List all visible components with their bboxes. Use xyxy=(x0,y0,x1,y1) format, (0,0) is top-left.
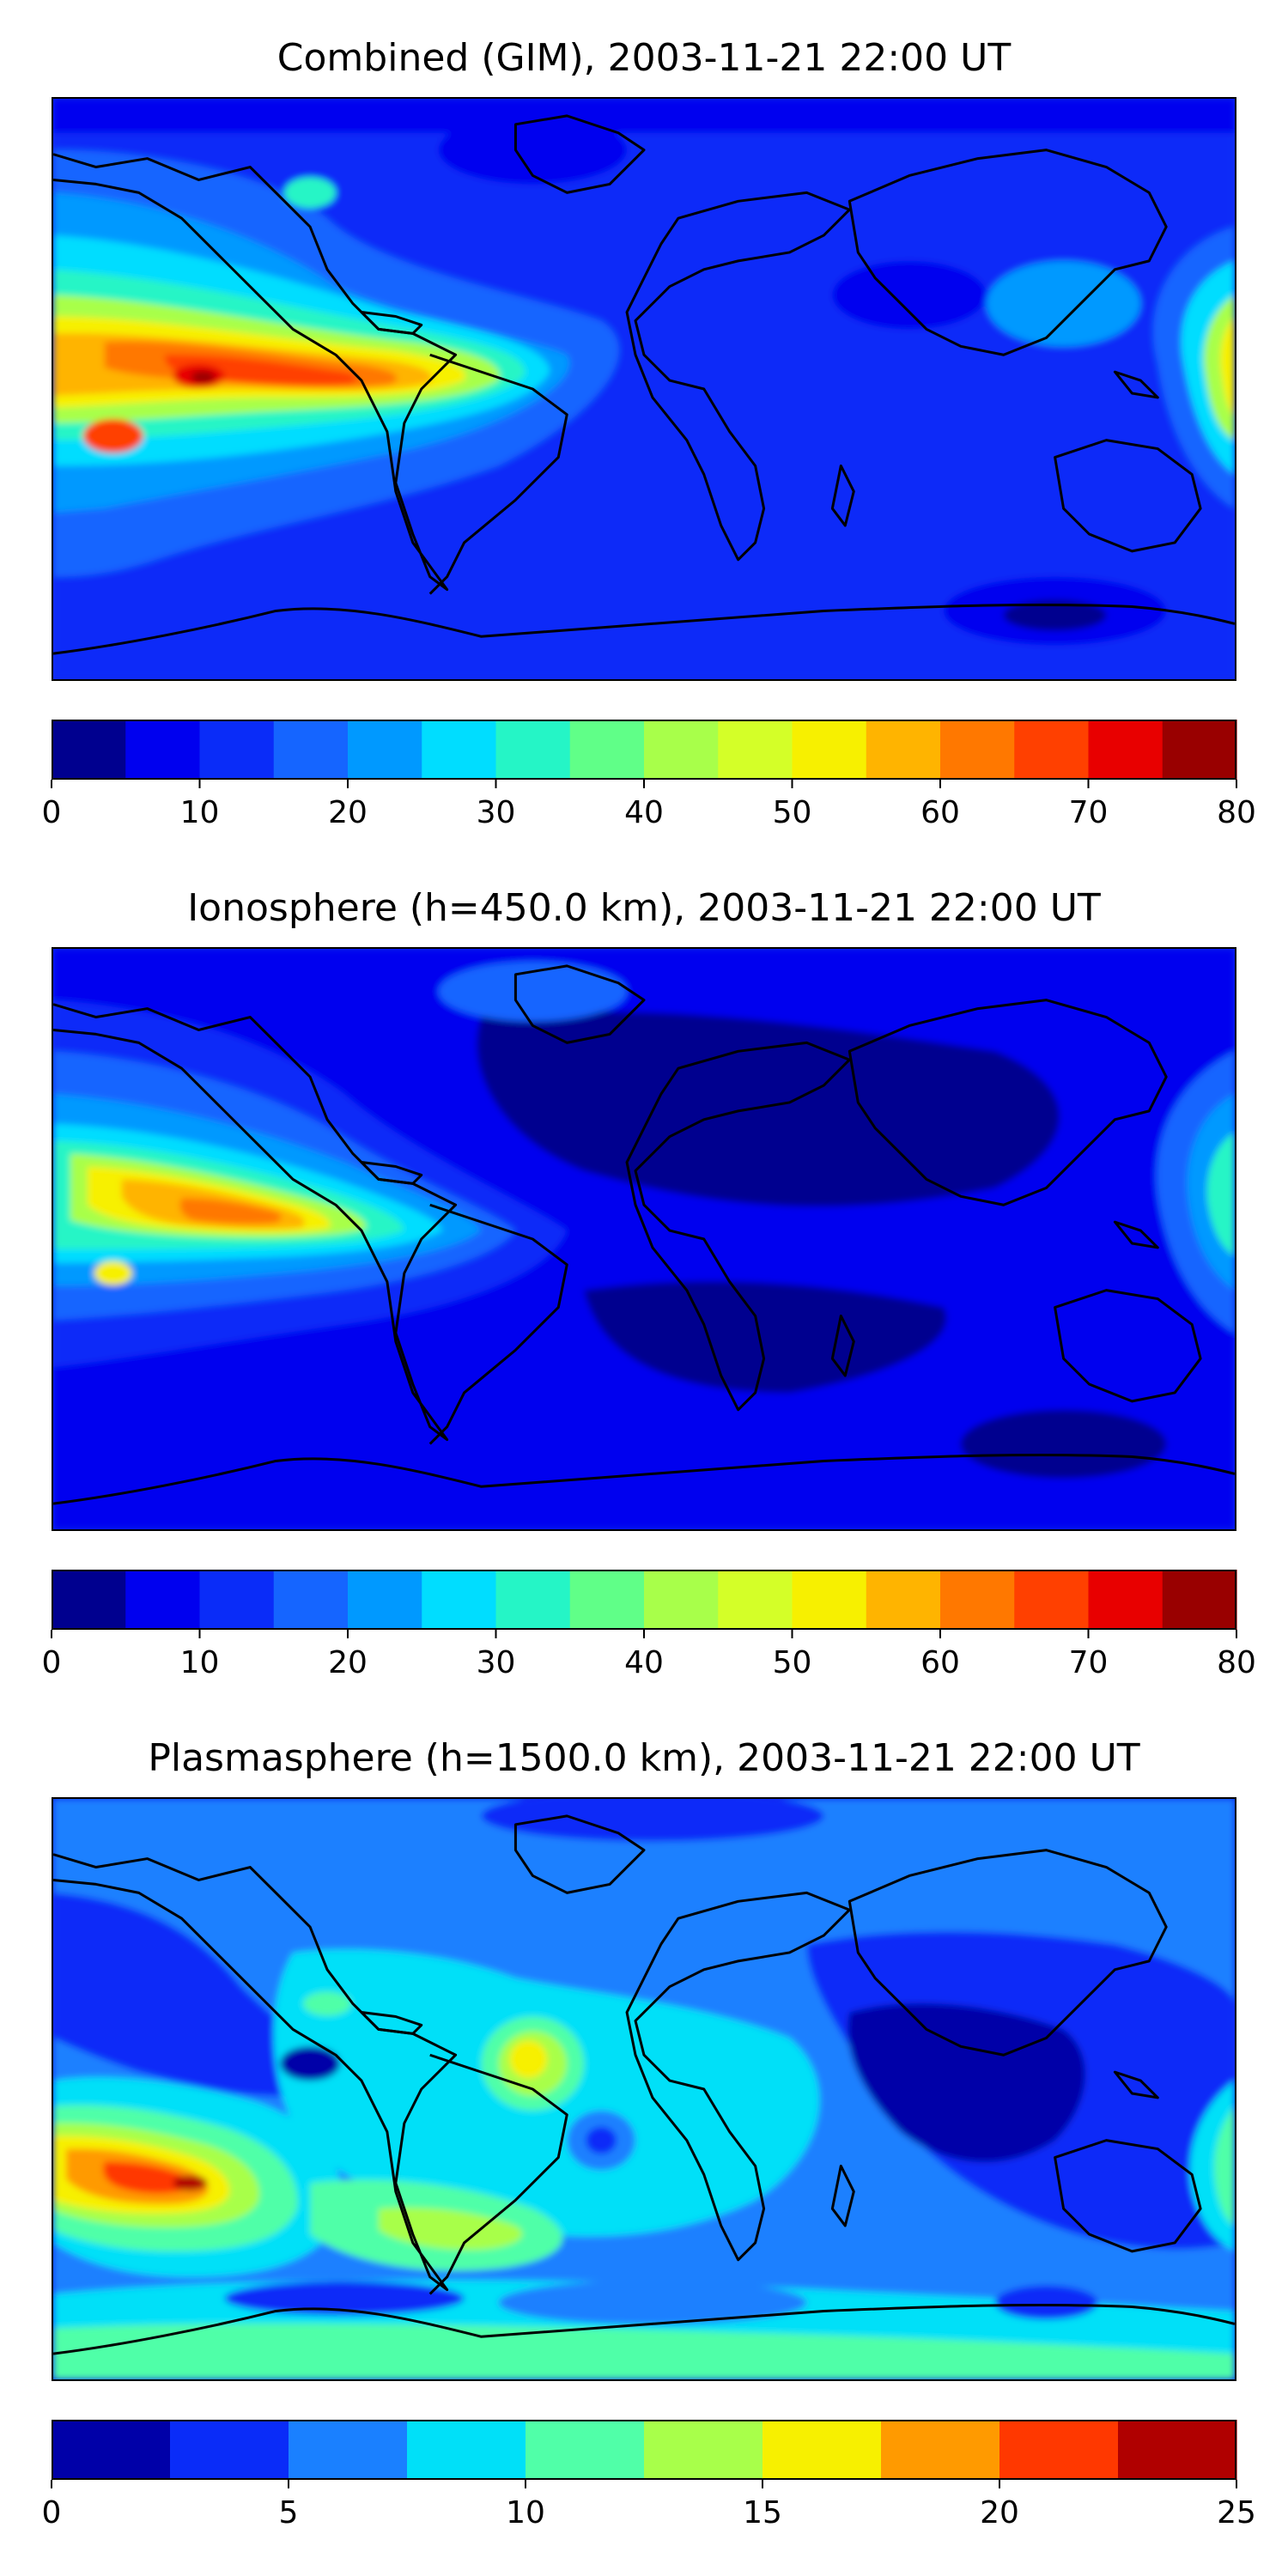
panel-3-contour-field xyxy=(53,1799,1235,2379)
colorbar-border xyxy=(52,720,1236,780)
panel-1-colorbar-svg: 0 10 20 30 40 50 60 70 80 xyxy=(42,720,1256,830)
colorbar-segment xyxy=(644,720,719,780)
colorbar-segment xyxy=(273,720,349,780)
colorbar-segment xyxy=(125,720,201,780)
colorbar-segment xyxy=(762,2420,882,2480)
coastlines xyxy=(53,114,1235,655)
colorbar-segment xyxy=(569,720,645,780)
colorbar-segment xyxy=(718,1570,793,1630)
coastlines xyxy=(53,964,1235,1505)
colorbar-tick-label: 20 xyxy=(980,2495,1019,2530)
colorbar-segment xyxy=(792,1570,867,1630)
panel-1-colorbar: 0 10 20 30 40 50 60 70 80 xyxy=(42,720,1256,830)
colorbar-tick-label: 50 xyxy=(773,795,812,830)
colorbar-tick-label: 0 xyxy=(42,795,62,830)
colorbar-segment xyxy=(407,2420,526,2480)
colorbar-segment xyxy=(52,2420,171,2480)
colorbar-segment xyxy=(1088,720,1163,780)
coastlines xyxy=(53,1814,1235,2355)
colorbar-segment xyxy=(422,1570,497,1630)
panel-2-colorbar: 0 10 20 30 40 50 60 70 80 xyxy=(42,1570,1256,1680)
colorbar-segment xyxy=(940,720,1015,780)
colorbar-segment xyxy=(999,2420,1119,2480)
colorbar-segment xyxy=(199,1570,275,1630)
colorbar-segment xyxy=(1162,720,1237,780)
colorbar-tick-label: 60 xyxy=(920,795,960,830)
colorbar-segment xyxy=(569,1570,645,1630)
colorbar-segment xyxy=(289,2420,408,2480)
colorbar-segment xyxy=(170,2420,289,2480)
colorbar-segment xyxy=(1162,1570,1237,1630)
colorbar-segment xyxy=(792,720,867,780)
colorbar-segment xyxy=(199,720,275,780)
panel-2-contour-field xyxy=(53,949,1235,1529)
colorbar-tick-label: 80 xyxy=(1217,795,1256,830)
colorbar-tick-label: 80 xyxy=(1217,1645,1256,1680)
colorbar-tick-label: 20 xyxy=(328,795,368,830)
colorbar-tick-label: 70 xyxy=(1069,795,1109,830)
colorbar-tick-label: 40 xyxy=(624,1645,664,1680)
colorbar-tick-label: 50 xyxy=(773,1645,812,1680)
colorbar-segment xyxy=(52,720,126,780)
colorbar-tick-label: 40 xyxy=(624,795,664,830)
colorbar-segment xyxy=(644,1570,719,1630)
colorbar-tick-label: 15 xyxy=(743,2495,782,2530)
colorbar-segment xyxy=(644,2420,763,2480)
colorbar-tick-label: 0 xyxy=(42,2495,62,2530)
colorbar-segment xyxy=(881,2420,1000,2480)
colorbar-segment xyxy=(526,2420,645,2480)
colorbar-tick-label: 20 xyxy=(328,1645,368,1680)
colorbar-segment xyxy=(348,720,422,780)
colorbar-segment xyxy=(495,720,571,780)
colorbar-segment xyxy=(495,1570,571,1630)
colorbar-segment xyxy=(1118,2420,1237,2480)
colorbar-tick-label: 60 xyxy=(920,1645,960,1680)
colorbar-segment xyxy=(866,1570,941,1630)
colorbar-tick-label: 0 xyxy=(42,1645,62,1680)
colorbar-segment xyxy=(940,1570,1015,1630)
colorbar-tick-label: 10 xyxy=(506,2495,545,2530)
colorbar-segment xyxy=(273,1570,349,1630)
colorbar-tick-label: 30 xyxy=(477,1645,516,1680)
colorbar-segment xyxy=(125,1570,201,1630)
panel-3-title: Plasmasphere (h=1500.0 km), 2003-11-21 2… xyxy=(148,1736,1140,1780)
panel-3-colorbar-svg: 0 5 10 15 20 25 xyxy=(42,2420,1256,2530)
panel-2-map xyxy=(52,947,1236,1531)
colorbar-border xyxy=(52,1570,1236,1630)
colorbar-tick-label: 5 xyxy=(279,2495,299,2530)
colorbar-segment xyxy=(866,720,941,780)
colorbar-segment xyxy=(52,1570,126,1630)
panel-3-map xyxy=(52,1797,1236,2381)
panel-1-contour-field xyxy=(53,99,1235,679)
colorbar-segment xyxy=(348,1570,422,1630)
colorbar-segment xyxy=(1088,1570,1163,1630)
colorbar-tick-label: 70 xyxy=(1069,1645,1109,1680)
colorbar-tick-label: 10 xyxy=(180,1645,220,1680)
colorbar-tick-label: 30 xyxy=(477,795,516,830)
colorbar-segment xyxy=(718,720,793,780)
panel-1-title: Combined (GIM), 2003-11-21 22:00 UT xyxy=(276,36,1012,80)
panel-2-title: Ionosphere (h=450.0 km), 2003-11-21 22:0… xyxy=(187,886,1101,930)
panel-1-map xyxy=(52,97,1236,681)
colorbar-tick-label: 25 xyxy=(1217,2495,1256,2530)
colorbar-tick-label: 10 xyxy=(180,795,220,830)
colorbar-segment xyxy=(1014,1570,1090,1630)
panel-2-colorbar-svg: 0 10 20 30 40 50 60 70 80 xyxy=(42,1570,1256,1680)
colorbar-segment xyxy=(1014,720,1090,780)
colorbar-border xyxy=(52,2420,1236,2480)
colorbar-segment xyxy=(422,720,497,780)
panel-3-colorbar: 0 5 10 15 20 25 xyxy=(42,2420,1256,2530)
